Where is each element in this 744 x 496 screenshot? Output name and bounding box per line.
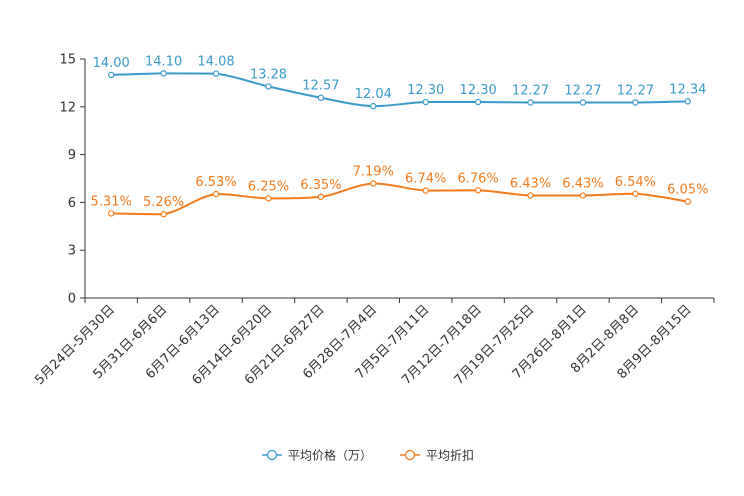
legend-swatch-marker	[404, 449, 416, 461]
data-point[interactable]	[684, 98, 691, 105]
series-line	[111, 72, 688, 108]
data-point[interactable]	[527, 99, 534, 106]
data-point[interactable]	[684, 198, 691, 205]
data-point[interactable]	[474, 187, 482, 194]
data-label: 6.35%	[300, 178, 341, 193]
data-label: 13.28	[250, 67, 287, 82]
legend-item-discount[interactable]: 平均折扣	[400, 448, 474, 463]
data-point[interactable]	[212, 190, 220, 198]
data-label: 12.04	[355, 87, 392, 102]
data-point[interactable]	[422, 98, 429, 106]
data-label: 14.10	[145, 54, 182, 69]
data-point[interactable]	[579, 99, 587, 106]
legend-swatch-marker	[266, 449, 278, 461]
y-tick-label: 9	[68, 148, 76, 163]
series-price: 14.00 14.10 14.08 13.28 12.57 12.04 12.30 12.30…	[93, 54, 706, 110]
data-point[interactable]	[579, 192, 587, 199]
data-point[interactable]	[527, 192, 534, 199]
series-line	[111, 182, 688, 216]
data-label: 6.76%	[457, 171, 498, 186]
data-point[interactable]	[160, 210, 167, 218]
data-point[interactable]	[160, 70, 167, 77]
data-point[interactable]	[317, 193, 325, 201]
data-point[interactable]	[265, 83, 272, 90]
data-point[interactable]	[632, 99, 639, 106]
data-label: 12.27	[617, 83, 654, 98]
legend: 平均价格（万） 平均折扣	[262, 448, 474, 463]
data-label: 5.26%	[143, 195, 184, 210]
data-point[interactable]	[265, 195, 272, 202]
data-point[interactable]	[370, 180, 377, 187]
data-label: 5.31%	[91, 194, 132, 209]
data-label: 14.00	[93, 56, 130, 71]
series-discount: 5.31% 5.26% 6.53% 6.25% 6.35% 7.19% 6.74% 6.76%…	[91, 164, 708, 218]
y-tick-label: 12	[59, 100, 76, 115]
x-axis: 5月24日-5月30日5月31日-6月6日6月7日-6月13日6月14日-6月2…	[32, 297, 715, 388]
y-tick-label: 6	[68, 196, 76, 211]
data-point[interactable]	[422, 187, 429, 194]
data-point[interactable]	[474, 98, 482, 106]
data-label: 12.30	[460, 83, 497, 98]
data-label: 14.08	[197, 55, 234, 70]
data-point[interactable]	[632, 190, 639, 197]
series-layer: 14.00 14.10 14.08 13.28 12.57 12.04 12.30 12.30…	[91, 54, 708, 218]
data-label: 12.57	[302, 79, 339, 94]
data-label: 6.05%	[667, 183, 708, 198]
data-point[interactable]	[317, 94, 325, 101]
data-point[interactable]	[370, 102, 377, 110]
legend-label: 平均折扣	[426, 448, 474, 463]
y-tick-label: 0	[68, 292, 76, 307]
legend-item-price[interactable]: 平均价格（万）	[262, 448, 372, 463]
data-point[interactable]	[108, 71, 115, 79]
data-label: 12.30	[407, 83, 444, 98]
y-axis: 0 3 6 9 12 15	[59, 53, 86, 307]
legend-label: 平均价格（万）	[288, 448, 372, 463]
data-label: 6.74%	[405, 172, 446, 187]
data-label: 12.27	[564, 83, 601, 98]
data-label: 6.25%	[248, 179, 289, 194]
y-tick-label: 3	[68, 244, 76, 259]
data-label: 6.54%	[615, 175, 656, 190]
data-label: 7.19%	[353, 164, 394, 179]
data-label: 12.34	[669, 82, 706, 97]
data-label: 6.43%	[510, 177, 551, 192]
data-label: 6.43%	[562, 177, 603, 192]
y-tick-label: 15	[59, 53, 76, 68]
data-point[interactable]	[212, 70, 220, 77]
data-label: 6.53%	[195, 175, 236, 190]
data-point[interactable]	[108, 210, 115, 217]
data-label: 12.27	[512, 83, 549, 98]
